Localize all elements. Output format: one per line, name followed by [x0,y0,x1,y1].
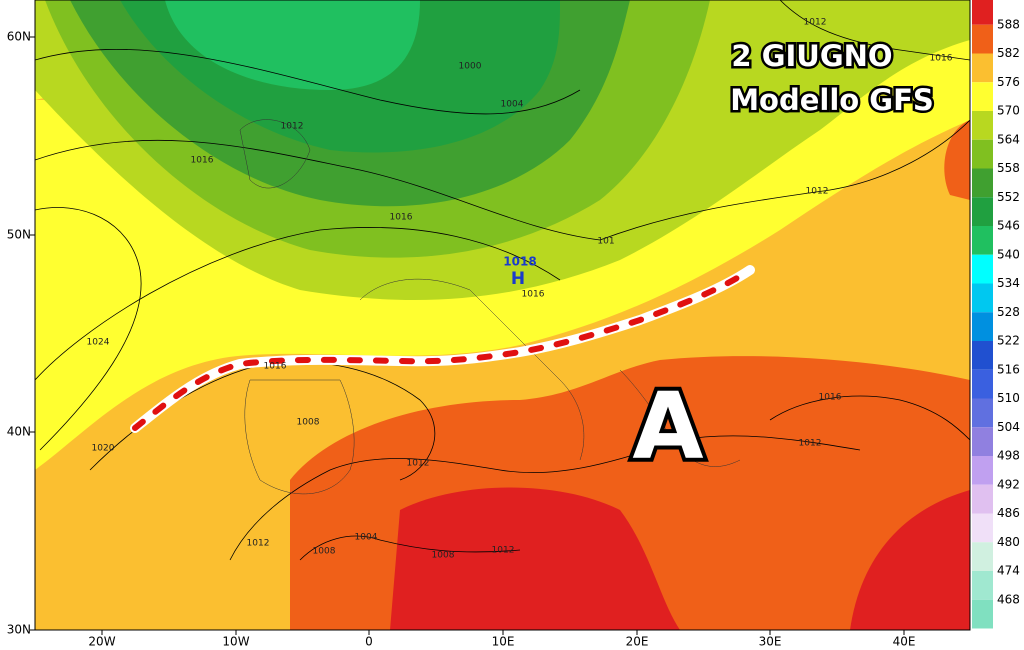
legend-label: 558 [997,161,1020,175]
legend-swatch [972,283,993,313]
isobar-label: 1016 [191,156,214,166]
isobar-label: 1012 [407,459,430,469]
isobar-label: 1008 [297,418,320,428]
isobar-label: 1016 [930,54,953,64]
legend-swatch [972,398,993,428]
legend-label: 480 [997,535,1020,549]
legend-swatch [972,111,993,140]
legend-swatch [972,456,993,485]
legend-swatch [972,542,993,571]
isobar-label: 1012 [806,187,829,197]
legend-label: 540 [997,247,1020,261]
legend-label: 570 [997,104,1020,118]
legend-label: 498 [997,449,1020,463]
legend-swatch [972,197,993,226]
map-subtitle: Modello GFS [730,83,934,117]
isobar-label: 1012 [804,18,827,28]
coastlines [239,119,741,495]
legend-swatch [972,24,993,54]
map-field [35,0,970,630]
isobar-label: 101 [597,237,614,247]
isobar-label: 1012 [799,439,822,449]
isobar-label: 1004 [501,100,524,110]
legend-label: 504 [997,420,1020,434]
legend-label: 564 [997,132,1020,146]
lon-label: 40E [893,635,916,649]
isobar-label: 1016 [390,213,413,223]
ridge-axis-dashes [132,267,753,431]
isobar-label: 1012 [281,122,304,132]
legend-label: 546 [997,219,1020,233]
legend-swatch [972,312,993,341]
legend-swatch [972,53,993,83]
high-pressure-label: A [632,372,703,479]
isobar-label: 1016 [819,393,842,403]
lon-label: 30E [759,635,782,649]
isobar-label: 1012 [492,546,515,556]
isobar-label: 1024 [87,338,110,348]
legend-swatch [972,0,993,25]
pressure-center-value: 1018 [503,255,536,269]
legend-swatch [972,571,993,600]
legend-swatch [972,82,993,111]
lat-label: 40N [7,425,31,439]
isobar-label: 1012 [247,539,270,549]
isobar-label: 1008 [313,547,336,557]
legend-swatch [972,427,993,456]
lon-label: 20W [88,635,115,649]
isobar-label: 1016 [264,362,287,372]
legend-label: 522 [997,334,1020,348]
legend-label: 486 [997,506,1020,520]
legend-swatch [972,341,993,370]
legend-swatch [972,139,993,169]
legend-label: 492 [997,477,1020,491]
legend-swatch [972,484,993,514]
legend-label: 552 [997,190,1020,204]
pressure-center-symbol: H [511,269,525,289]
lon-label: 10W [222,635,249,649]
legend-label: 588 [997,17,1020,31]
legend-label: 468 [997,592,1020,606]
isobar-label: 1008 [432,551,455,561]
legend-label: 576 [997,75,1020,89]
legend-label: 534 [997,276,1020,290]
legend-label: 582 [997,46,1020,60]
map-title: 2 GIUGNO [731,39,892,73]
isobar-label: 1004 [355,533,378,543]
legend-swatch [972,369,993,399]
isobar-label: 1016 [522,290,545,300]
lon-label: 20E [626,635,649,649]
lon-label: 10E [492,635,515,649]
legend-label: 510 [997,391,1020,405]
lon-label: 0 [365,635,373,649]
legend-swatch [972,513,993,543]
lat-label: 50N [7,228,31,242]
isobar-label: 1000 [459,62,482,72]
legend-label: 516 [997,362,1020,376]
legend-swatch [972,168,993,198]
lat-label: 60N [7,30,31,44]
legend-swatch [972,599,993,629]
legend-swatch [972,254,993,284]
lat-label: 30N [7,623,31,637]
isobar-label: 1020 [92,444,115,454]
legend-label: 528 [997,305,1020,319]
legend-label: 474 [997,564,1020,578]
legend-swatch [972,226,993,255]
